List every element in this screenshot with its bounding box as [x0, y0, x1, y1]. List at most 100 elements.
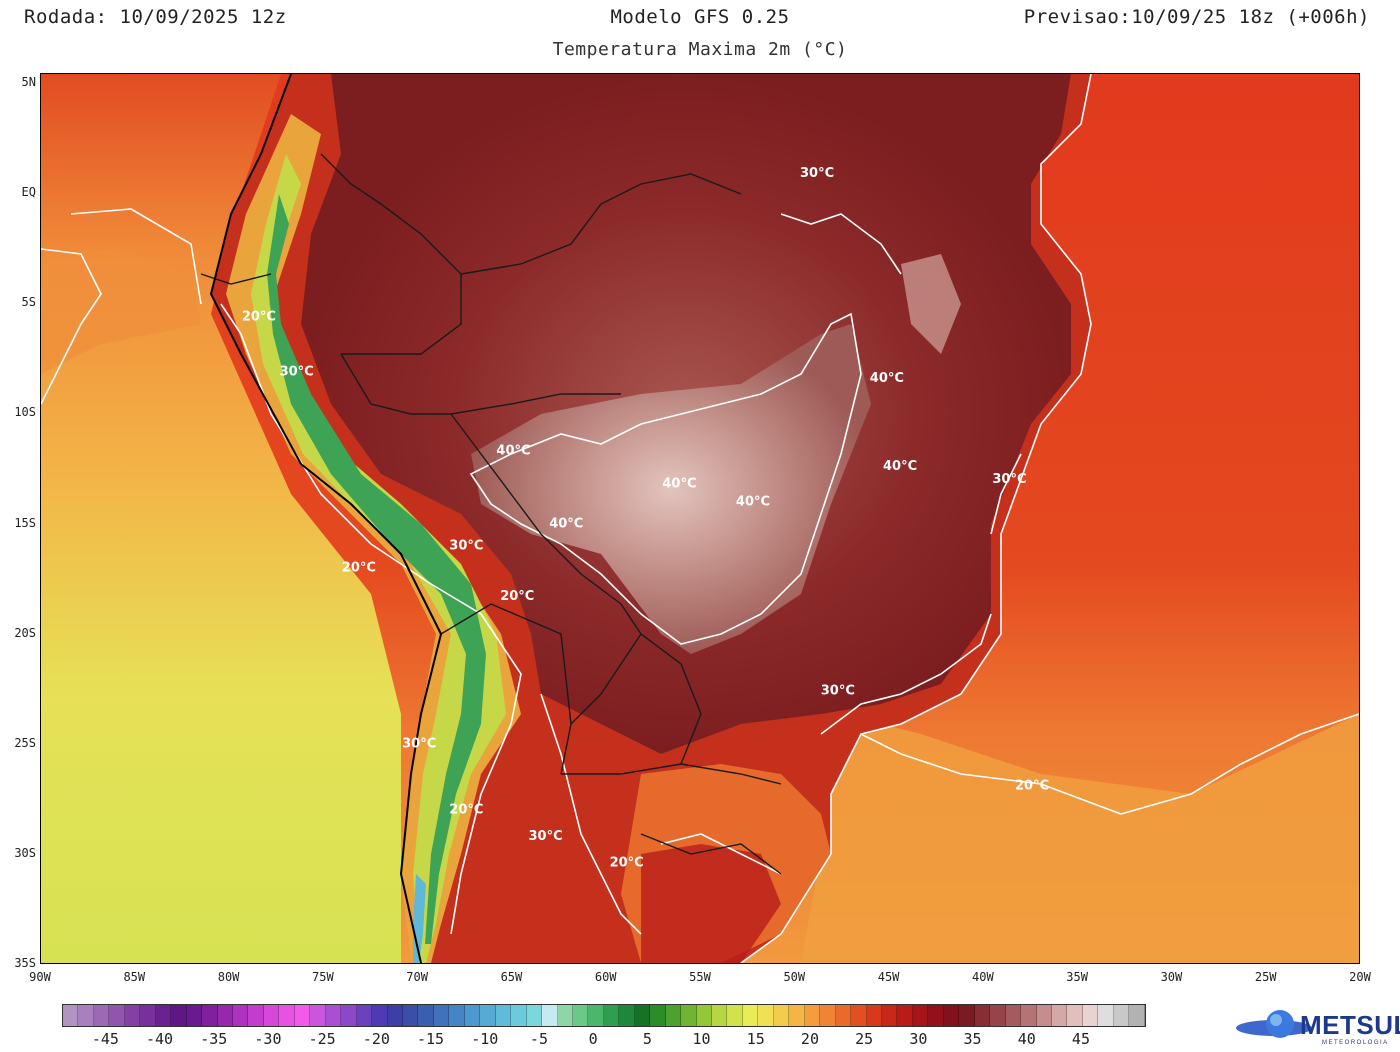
isotherm-label: 30°C [449, 538, 483, 553]
isotherm-label: 20°C [500, 589, 534, 604]
isotherm-label: 30°C [528, 829, 562, 844]
color-scale-step [341, 1005, 357, 1026]
longitude-tick-label: 30W [1160, 970, 1183, 984]
pacific-warm-band [41, 249, 201, 374]
color-scale-step [1129, 1005, 1145, 1026]
color-scale-step [279, 1005, 295, 1026]
longitude-tick-label: 75W [312, 970, 334, 984]
isotherm-label: 20°C [1015, 778, 1049, 793]
latitude-tick-label: EQ [21, 185, 36, 200]
color-scale-step [449, 1005, 465, 1026]
longitude-tick-label: 60W [594, 970, 617, 984]
west-coastline [209, 74, 443, 963]
color-scale-step [696, 1005, 713, 1026]
south-atlantic-cool [801, 714, 1359, 963]
color-scale-step [1098, 1005, 1114, 1026]
color-scale-step [943, 1005, 960, 1026]
isotherm-label: 30°C [821, 684, 855, 699]
northeast-hotspot [901, 254, 961, 354]
color-scale-step [78, 1005, 94, 1026]
color-scale-label: 0 [588, 1030, 598, 1048]
color-scale-step [495, 1005, 512, 1026]
isotherm-label: 40°C [662, 477, 696, 492]
color-scale-step [186, 1005, 203, 1026]
color-scale-step [650, 1005, 666, 1026]
color-scale-step [1005, 1005, 1022, 1026]
color-scale-step [464, 1005, 481, 1026]
color-scale-label: -35 [200, 1030, 228, 1048]
color-scale-label: 45 [1071, 1030, 1090, 1048]
forecast-timestamp: Previsao:10/09/25 18z (+006h) [1023, 6, 1370, 28]
color-scale-label: 25 [855, 1030, 874, 1048]
longitude-tick-label: 85W [123, 970, 146, 984]
hot-core [471, 324, 871, 654]
latitude-tick-label: 25S [14, 735, 36, 750]
color-scale-step [418, 1005, 434, 1026]
isotherm-label: 40°C [736, 494, 770, 509]
color-scale-label: 15 [746, 1030, 765, 1048]
color-scale-step [990, 1005, 1006, 1026]
latitude-tick-label: 15S [14, 515, 36, 530]
color-scale-step [511, 1005, 527, 1026]
color-scale-step [402, 1005, 419, 1026]
color-scale-step [109, 1005, 125, 1026]
color-scale-step [433, 1005, 450, 1026]
color-scale-step [171, 1005, 187, 1026]
color-scale-label: 30 [909, 1030, 928, 1048]
color-scale-step [619, 1005, 635, 1026]
color-scale-label: -30 [254, 1030, 282, 1048]
latitude-tick-label: 5N [21, 75, 36, 89]
isotherm-lines [41, 208, 1359, 935]
longitude-tick-label: 40W [972, 970, 994, 984]
color-scale-step [742, 1005, 759, 1026]
color-scale-step [480, 1005, 496, 1026]
longitude-tick-label: 80W [217, 970, 240, 984]
map-subtitle: Temperatura Maxima 2m (°C) [552, 39, 848, 60]
longitude-tick-label: 50W [783, 970, 806, 984]
color-scale-step [681, 1005, 697, 1026]
color-scale-step [1082, 1005, 1099, 1026]
color-scale-step [1113, 1005, 1130, 1026]
color-scale-step [310, 1005, 326, 1026]
color-scale-step [897, 1005, 913, 1026]
color-scale-step [928, 1005, 944, 1026]
temperature-map: 30°C 20°C 30°C 40°C 40°C 40°C 40°C 30°C 40°C 40°C… [40, 73, 1360, 964]
color-scale-step [140, 1005, 156, 1026]
isotherm-label: 30°C [280, 364, 314, 379]
color-scale-step [232, 1005, 249, 1026]
contour-labels: 30°C 20°C 30°C 40°C 40°C 40°C 40°C 30°C 40°C 40°C… [242, 166, 1049, 870]
color-scale-step [124, 1005, 141, 1026]
color-scale-step [155, 1005, 172, 1026]
isotherm-label: 20°C [342, 560, 376, 575]
color-scale-step [974, 1005, 991, 1026]
color-scale-step [1021, 1005, 1037, 1026]
longitude-tick-label: 55W [689, 970, 711, 984]
color-scale-step [557, 1005, 573, 1026]
color-scale-step [634, 1005, 651, 1026]
color-scale-step [294, 1005, 311, 1026]
color-scale-bar [62, 1004, 1146, 1027]
color-scale-label: -25 [308, 1030, 336, 1048]
color-scale-step [866, 1005, 883, 1026]
color-scale-step [665, 1005, 682, 1026]
color-scale-step [758, 1005, 774, 1026]
color-scale-label: 20 [800, 1030, 819, 1048]
color-scale-step [820, 1005, 836, 1026]
andes-green-belt [251, 154, 506, 963]
color-scale-step [1052, 1005, 1068, 1026]
longitude-tick-label: 90W [29, 970, 51, 984]
latitude-tick-label: 20S [14, 625, 36, 640]
color-scale-step [387, 1005, 403, 1026]
color-scale-step [804, 1005, 821, 1026]
logo-wordmark: METSUL [1300, 1010, 1400, 1040]
uruguay-field [641, 844, 781, 963]
color-scale-label: -40 [146, 1030, 174, 1048]
color-scale-step [727, 1005, 743, 1026]
color-scale-label: 35 [963, 1030, 982, 1048]
color-scale-label: -45 [91, 1030, 119, 1048]
color-scale-step [372, 1005, 388, 1026]
longitude-tick-label: 65W [500, 970, 523, 984]
logo-tagline: METEOROLOGIA [1322, 1040, 1389, 1046]
color-scale-step [959, 1005, 975, 1026]
map-canvas: 30°C 20°C 30°C 40°C 40°C 40°C 40°C 30°C 40°C 40°C… [41, 74, 1359, 963]
